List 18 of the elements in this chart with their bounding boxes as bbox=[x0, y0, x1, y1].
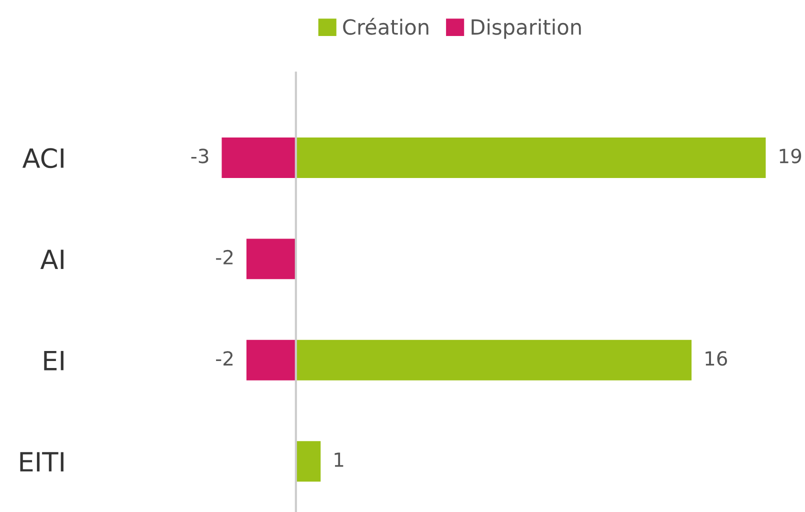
bar bbox=[246, 340, 296, 380]
y-tick-label: ACI bbox=[22, 148, 64, 168]
bar bbox=[296, 340, 692, 380]
legend-label: Création bbox=[343, 18, 428, 35]
y-tick-label: EI bbox=[44, 350, 64, 370]
data-label: 19 bbox=[780, 148, 802, 164]
y-tick-label: AI bbox=[40, 250, 64, 269]
y-tick-label: EITI bbox=[20, 452, 64, 472]
legend-label: Disparition bbox=[472, 18, 581, 39]
data-label: -2 bbox=[216, 250, 233, 264]
data-label: -2 bbox=[216, 351, 233, 366]
bar bbox=[222, 137, 296, 178]
bar bbox=[296, 441, 321, 482]
bar bbox=[296, 137, 766, 178]
data-label: 1 bbox=[334, 452, 344, 467]
data-label: -3 bbox=[191, 148, 208, 164]
bar bbox=[246, 238, 296, 280]
data-label: 16 bbox=[706, 351, 728, 366]
